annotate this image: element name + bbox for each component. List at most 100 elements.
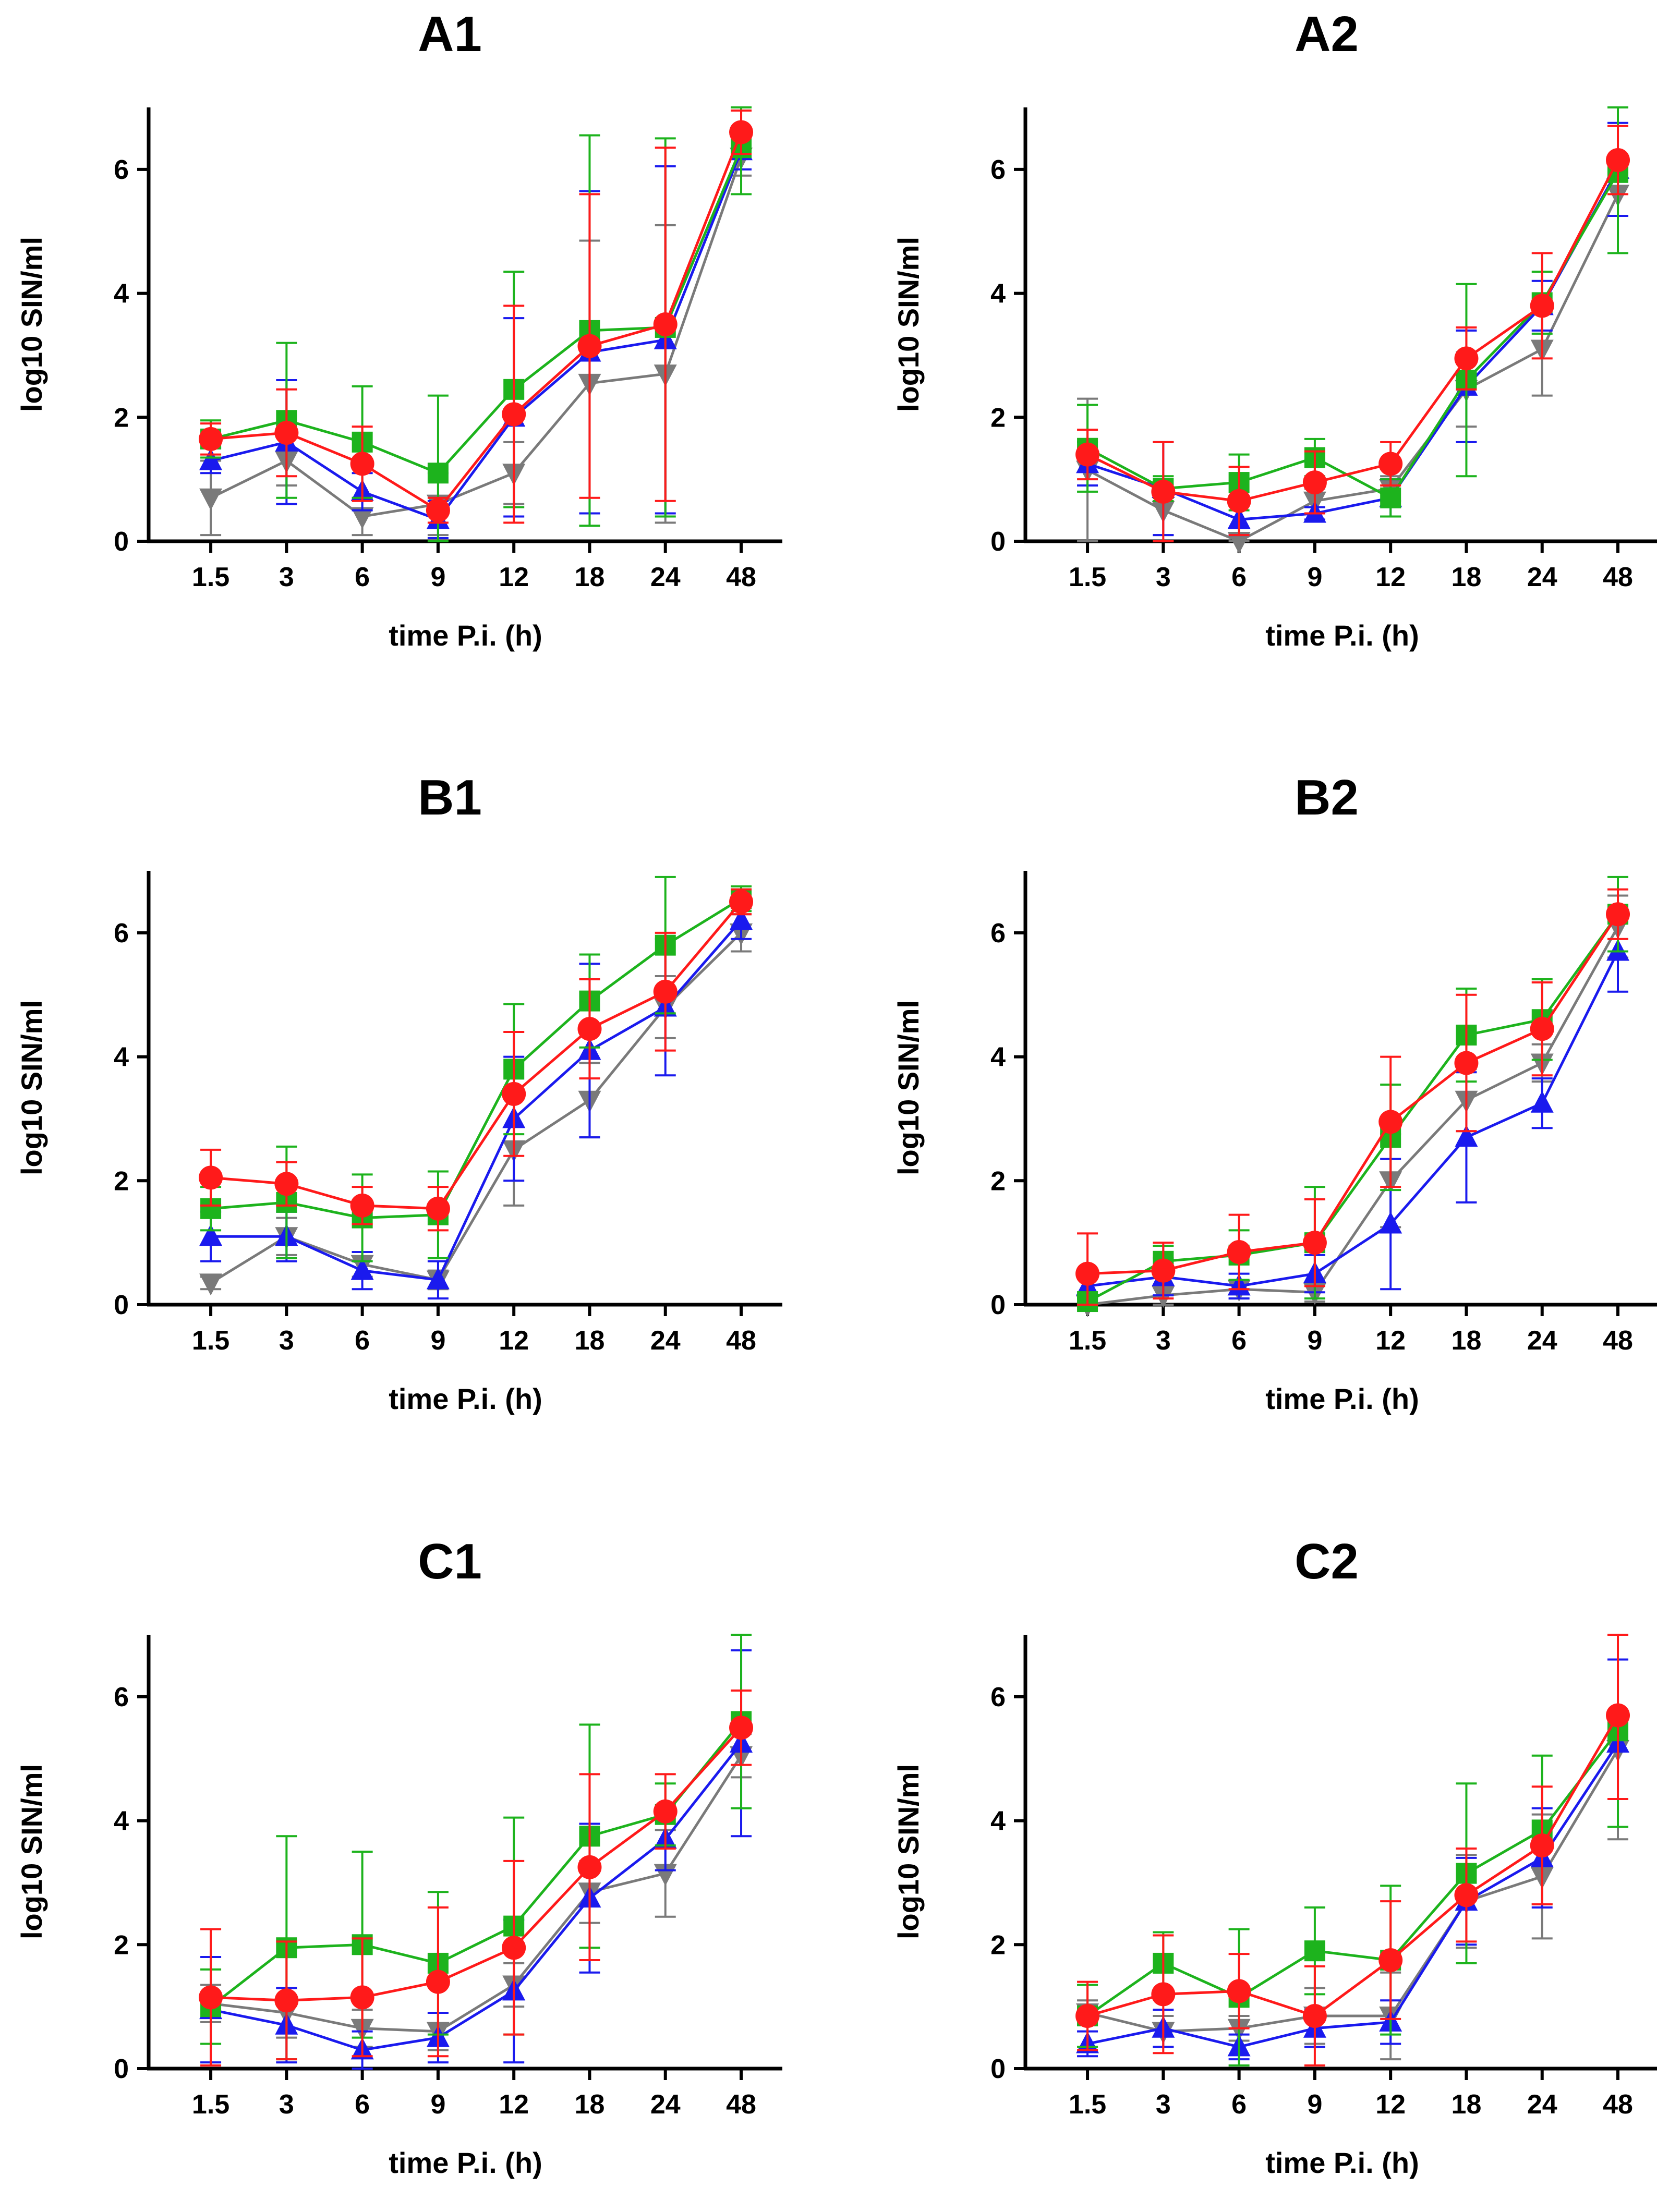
y-tick-label: 6 (114, 918, 129, 949)
data-point (1227, 489, 1251, 513)
x-tick-label: 12 (499, 562, 529, 592)
y-tick-label: 6 (114, 1682, 129, 1712)
x-tick-label: 1.5 (192, 2089, 229, 2120)
data-point (653, 1799, 678, 1824)
data-point (350, 507, 374, 529)
x-tick-label: 3 (279, 562, 294, 592)
panel-title: B2 (1295, 770, 1359, 825)
data-point (502, 402, 526, 427)
data-point (577, 334, 602, 358)
data-point (1454, 1051, 1479, 1075)
y-axis-title: log10 SIN/ml (15, 1000, 48, 1175)
data-point (350, 1985, 374, 2010)
data-point (427, 463, 449, 484)
x-tick-label: 24 (650, 2089, 681, 2120)
data-point (653, 312, 678, 336)
data-point (1075, 1261, 1100, 1286)
series-line (1087, 1742, 1619, 2048)
data-point (1606, 1703, 1630, 1728)
data-point (1378, 1948, 1403, 1972)
data-point (1378, 1110, 1403, 1134)
series-line (1087, 913, 1619, 1275)
y-axis-title: log10 SIN/ml (892, 1000, 925, 1175)
series-line (210, 901, 742, 1210)
y-tick-label: 6 (114, 155, 129, 185)
x-axis-title: time P.i. (h) (389, 1382, 542, 1415)
data-point (350, 1193, 374, 1218)
x-tick-label: 12 (1375, 562, 1406, 592)
data-point (1454, 1883, 1479, 1907)
x-tick-label: 1.5 (1069, 2089, 1106, 2120)
series-line (1086, 159, 1619, 503)
series-line (1086, 172, 1619, 500)
y-tick-label: 4 (114, 1806, 129, 1837)
data-point (274, 421, 299, 445)
series-red (1075, 125, 1630, 542)
data-point (1227, 532, 1251, 554)
data-point (729, 1716, 754, 1740)
data-point (502, 1081, 526, 1106)
data-point (729, 120, 754, 144)
data-point (426, 1267, 450, 1290)
x-tick-label: 9 (1307, 562, 1322, 592)
x-tick-label: 24 (650, 562, 681, 592)
series-line (210, 1720, 742, 2008)
x-axis-title: time P.i. (h) (1265, 619, 1419, 652)
x-tick-label: 6 (1231, 2089, 1247, 2120)
x-tick-label: 6 (355, 1326, 370, 1356)
x-tick-label: 48 (726, 1326, 756, 1356)
series-line (210, 1727, 742, 2002)
data-point (350, 1258, 374, 1280)
y-tick-label: 2 (990, 1166, 1006, 1196)
x-tick-label: 12 (1375, 2089, 1406, 2120)
series-line (210, 1742, 742, 2051)
x-tick-label: 3 (279, 2089, 294, 2120)
series-line (210, 150, 743, 521)
series-line (1086, 913, 1619, 1303)
data-point (1378, 452, 1403, 476)
series-blue (199, 901, 753, 1300)
x-tick-label: 9 (1307, 2089, 1322, 2120)
x-tick-label: 9 (430, 1326, 445, 1356)
panel-title: C1 (418, 1534, 482, 1589)
series-red (1075, 1634, 1630, 2067)
x-tick-label: 48 (1603, 2089, 1633, 2120)
series-line (1087, 926, 1619, 1306)
x-tick-label: 6 (1231, 1326, 1247, 1356)
data-point (1151, 1258, 1176, 1283)
y-tick-label: 2 (990, 1930, 1006, 1960)
x-tick-label: 3 (1156, 2089, 1171, 2120)
y-axis-title: log10 SIN/ml (15, 1764, 48, 1939)
y-tick-label: 0 (990, 527, 1006, 557)
y-tick-label: 4 (114, 1042, 129, 1073)
y-tick-label: 6 (990, 918, 1006, 949)
x-axis-title: time P.i. (h) (389, 619, 542, 652)
x-tick-label: 48 (1603, 562, 1633, 592)
data-point (577, 1855, 602, 1879)
data-point (730, 908, 753, 930)
series-line (1087, 1715, 1619, 2017)
y-tick-label: 2 (114, 403, 129, 433)
data-point (350, 452, 374, 476)
y-tick-label: 0 (114, 2054, 129, 2084)
series-line (1087, 951, 1619, 1287)
data-point (426, 498, 450, 522)
x-tick-label: 48 (726, 562, 756, 592)
data-point (199, 427, 223, 451)
x-tick-label: 1.5 (192, 562, 229, 592)
data-point (1454, 346, 1479, 371)
data-point (502, 1936, 526, 1960)
x-axis-title: time P.i. (h) (1265, 1382, 1419, 1415)
data-point (1530, 1017, 1554, 1041)
x-tick-label: 1.5 (192, 1326, 229, 1356)
y-tick-label: 2 (990, 403, 1006, 433)
data-point (426, 1196, 450, 1221)
y-tick-label: 2 (114, 1930, 129, 1960)
data-point (199, 488, 223, 511)
data-point (274, 1988, 299, 2013)
